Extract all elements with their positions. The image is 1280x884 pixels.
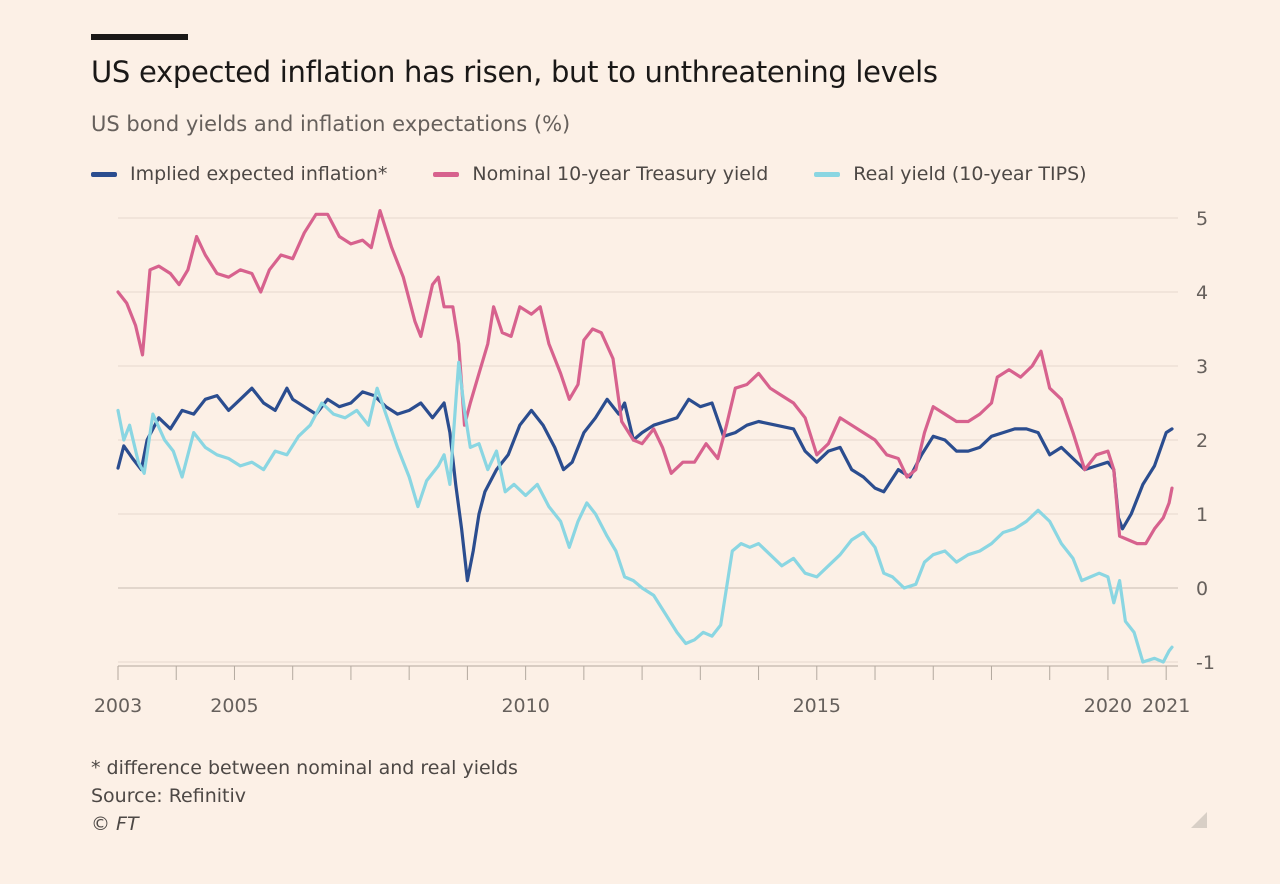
legend-label: Real yield (10-year TIPS) bbox=[853, 163, 1087, 185]
x-tick-label: 2010 bbox=[501, 695, 549, 717]
y-tick-label: 5 bbox=[1196, 208, 1208, 230]
y-tick-label: 3 bbox=[1196, 356, 1208, 378]
legend-swatch bbox=[814, 171, 841, 177]
x-tick-label: 2020 bbox=[1084, 695, 1132, 717]
y-tick-label: 4 bbox=[1196, 282, 1208, 304]
copyright-text: © FT bbox=[91, 813, 139, 835]
legend: Implied expected inflation* Nominal 10-y… bbox=[91, 160, 1133, 188]
x-tick-label: 2003 bbox=[94, 695, 142, 717]
y-tick-label: -1 bbox=[1196, 652, 1215, 674]
x-tick-label: 2005 bbox=[210, 695, 258, 717]
footnotes: * difference between nominal and real yi… bbox=[91, 754, 518, 838]
series-line bbox=[116, 360, 1174, 664]
legend-swatch bbox=[91, 171, 117, 177]
source-text: Source: Refinitiv bbox=[91, 785, 246, 807]
chart-subtitle: US bond yields and inflation expectation… bbox=[91, 112, 571, 136]
series-line bbox=[116, 209, 1174, 546]
legend-item-implied-inflation: Implied expected inflation* bbox=[91, 163, 387, 185]
series-line bbox=[116, 386, 1174, 583]
chart-title: US expected inflation has risen, but to … bbox=[91, 55, 938, 89]
y-tick-label: 1 bbox=[1196, 504, 1208, 526]
legend-item-nominal-yield: Nominal 10-year Treasury yield bbox=[433, 163, 768, 185]
footnote-definition: * difference between nominal and real yi… bbox=[91, 757, 518, 779]
legend-swatch bbox=[433, 171, 460, 177]
x-tick-label: 2021 bbox=[1142, 695, 1190, 717]
brand-bar bbox=[91, 34, 188, 40]
legend-label: Nominal 10-year Treasury yield bbox=[472, 163, 769, 185]
legend-item-real-yield: Real yield (10-year TIPS) bbox=[814, 163, 1087, 185]
y-tick-label: 2 bbox=[1196, 430, 1208, 452]
legend-label: Implied expected inflation* bbox=[130, 163, 388, 185]
x-tick-label: 2015 bbox=[793, 695, 841, 717]
y-tick-label: 0 bbox=[1196, 578, 1208, 600]
resize-handle-icon[interactable] bbox=[1191, 812, 1207, 828]
